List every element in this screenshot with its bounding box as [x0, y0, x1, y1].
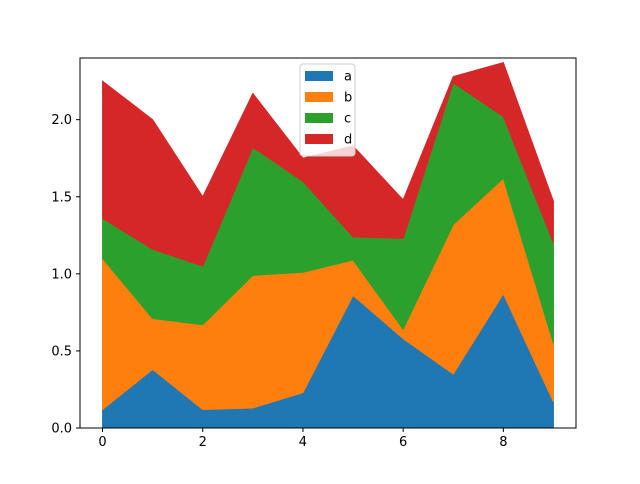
legend-label-c: c	[344, 112, 351, 127]
x-axis: 0 2 4 6 8	[98, 428, 507, 450]
area-series-d	[102, 62, 554, 267]
legend-label-b: b	[344, 91, 352, 106]
y-tick-label: 2.0	[51, 113, 72, 128]
legend-swatch-d	[305, 134, 333, 144]
y-tick-label: 0.0	[51, 422, 72, 437]
legend-swatch-a	[305, 71, 333, 81]
legend-swatch-c	[305, 113, 333, 123]
y-axis: 0.0 0.5 1.0 1.5 2.0	[51, 113, 80, 437]
y-tick-label: 1.5	[51, 190, 72, 205]
x-tick-label: 6	[399, 435, 407, 450]
x-tick-label: 8	[499, 435, 507, 450]
y-tick-label: 0.5	[51, 344, 72, 359]
x-tick-label: 0	[98, 435, 106, 450]
legend-label-a: a	[344, 70, 352, 85]
legend-swatch-b	[305, 92, 333, 102]
area-series-group	[102, 62, 554, 429]
plot-frame	[79, 57, 577, 429]
x-tick-label: 2	[199, 435, 207, 450]
y-tick-label: 1.0	[51, 267, 72, 282]
x-tick-label: 4	[299, 435, 307, 450]
legend-label-d: d	[344, 133, 352, 148]
legend-box	[299, 63, 356, 157]
